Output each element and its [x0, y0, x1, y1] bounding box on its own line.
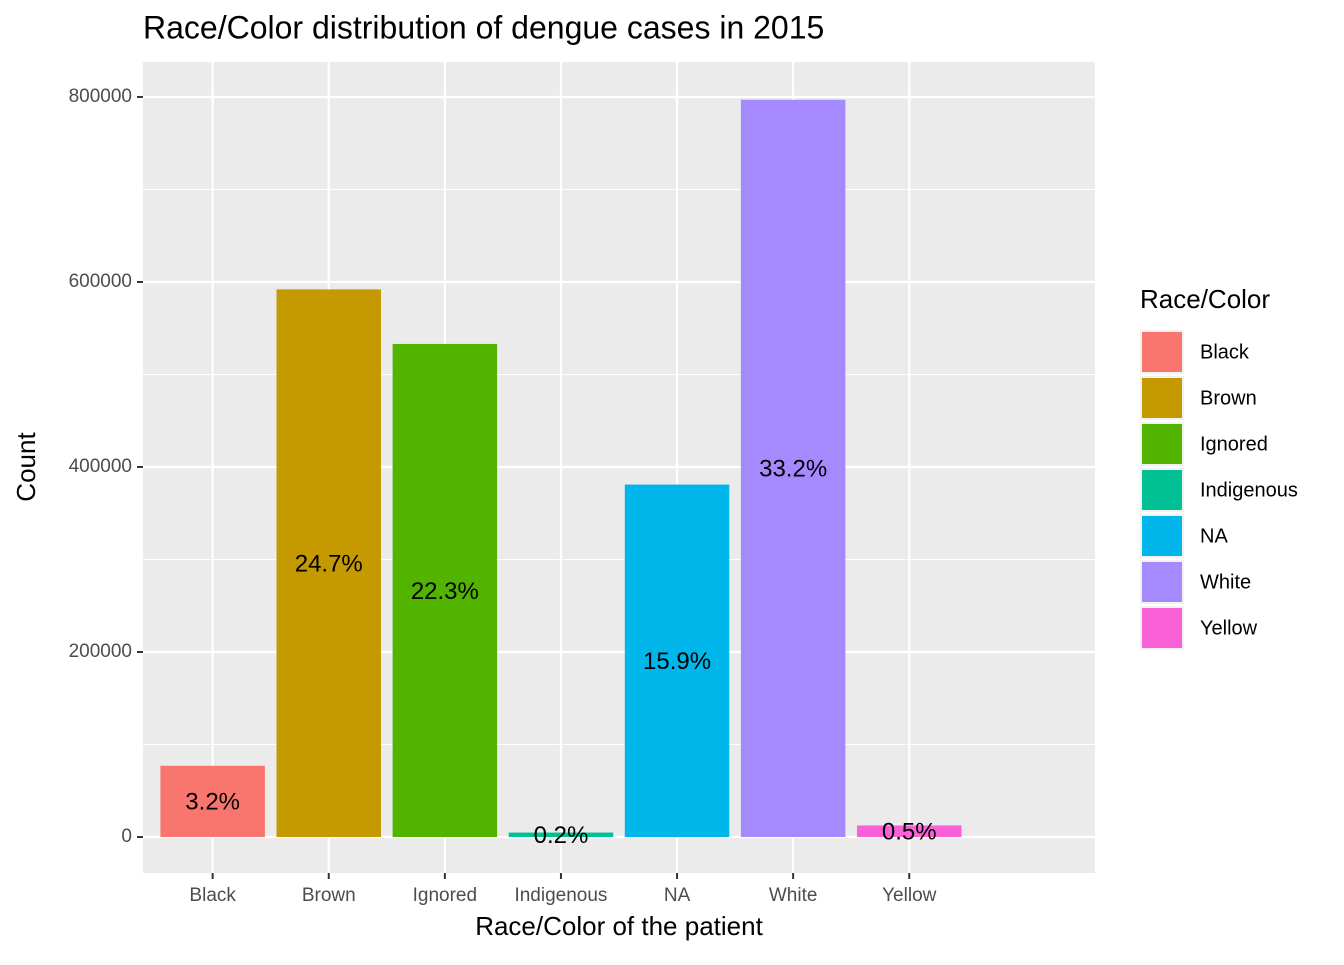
legend-label: Yellow: [1200, 617, 1258, 639]
bar: [857, 825, 962, 838]
legend-key: [1142, 470, 1182, 510]
y-tick-label: 600000: [69, 271, 132, 292]
x-axis-title: Race/Color of the patient: [475, 911, 763, 941]
legend-label: Ignored: [1200, 433, 1268, 455]
y-axis-title: Count: [11, 432, 41, 502]
x-tick-label: Indigenous: [514, 885, 607, 906]
bar-label: 33.2%: [759, 456, 827, 483]
y-tick-label: 200000: [69, 641, 132, 662]
bar-label: 0.2%: [534, 822, 589, 849]
bar-label: 0.5%: [882, 819, 937, 846]
bar: [624, 484, 730, 838]
x-tick-label: Ignored: [413, 885, 477, 906]
legend-key: [1142, 562, 1182, 602]
x-tick-label: Black: [189, 885, 236, 906]
legend-label: Brown: [1200, 387, 1257, 409]
bar: [508, 832, 614, 838]
bar: [160, 765, 265, 838]
legend-label: NA: [1200, 525, 1228, 547]
legend-title: Race/Color: [1140, 284, 1270, 314]
marks: 3.2% 24.7% 22.3% 0.2% 15.9% 33.2% 0.5%: [160, 99, 962, 849]
bar-label: 3.2%: [185, 789, 240, 816]
y-tick-label: 0: [121, 826, 132, 847]
bar: [276, 289, 381, 838]
legend-key: [1142, 608, 1182, 648]
legend-label: Black: [1200, 341, 1250, 363]
y-tick-label: 400000: [69, 456, 132, 477]
x-tick-label: Brown: [302, 885, 356, 906]
legend-key: [1142, 332, 1182, 372]
legend-key: [1142, 516, 1182, 556]
x-tick-label: Yellow: [882, 885, 937, 906]
bar-label: 22.3%: [411, 578, 479, 605]
bar-label: 24.7%: [295, 551, 363, 578]
legend-label: Indigenous: [1200, 479, 1298, 501]
legend-label: White: [1200, 571, 1251, 593]
x-tick-label: NA: [664, 885, 691, 906]
legend-key: [1142, 378, 1182, 418]
bar-label: 15.9%: [643, 648, 711, 675]
chart-title: Race/Color distribution of dengue cases …: [143, 9, 824, 45]
y-tick-label: 800000: [69, 86, 132, 107]
legend-key: [1142, 424, 1182, 464]
bar: [740, 99, 846, 838]
x-tick-label: White: [769, 885, 818, 906]
bar: [392, 343, 498, 838]
